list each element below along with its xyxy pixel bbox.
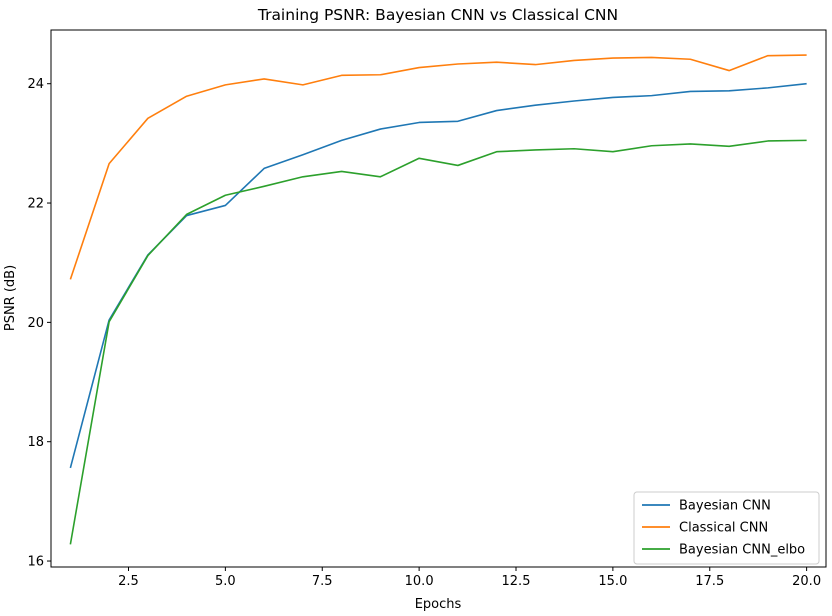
x-tick-label: 10.0 <box>405 574 434 589</box>
y-axis-label: PSNR (dB) <box>3 265 18 331</box>
y-axis: 16 18 20 22 24 <box>27 77 51 570</box>
x-tick-label: 12.5 <box>502 574 531 589</box>
x-axis-label: Epochs <box>415 597 462 612</box>
y-tick-label: 18 <box>27 435 44 450</box>
legend-label: Classical CNN <box>679 521 768 536</box>
series-line-2 <box>69 54 807 280</box>
x-tick-label: 15.0 <box>598 574 627 589</box>
legend: Bayesian CNN Classical CNN Bayesian CNN_el… <box>633 491 820 565</box>
plot-frame <box>50 29 827 568</box>
x-tick-label: 17.5 <box>695 574 724 589</box>
legend-label: Bayesian CNN <box>679 499 771 514</box>
y-tick-label: 22 <box>27 197 44 212</box>
series-line-3 <box>69 139 807 545</box>
y-tick-label: 24 <box>27 77 44 92</box>
series-line-1 <box>69 82 807 469</box>
y-tick-label: 16 <box>27 555 44 570</box>
legend-box <box>633 491 820 565</box>
plot-layer <box>69 54 807 545</box>
legend-label: Bayesian CNN_elbo <box>679 543 805 558</box>
chart-title: Training PSNR: Bayesian CNN vs Classical… <box>257 6 618 24</box>
y-tick-label: 20 <box>27 316 44 331</box>
x-tick-label: 5.0 <box>215 574 236 589</box>
x-tick-label: 20.0 <box>792 574 821 589</box>
x-tick-label: 2.5 <box>118 574 139 589</box>
x-tick-label: 7.5 <box>312 574 333 589</box>
x-axis: 2.5 5.0 7.5 10.0 12.5 15.0 17.5 20.0 <box>118 567 821 589</box>
